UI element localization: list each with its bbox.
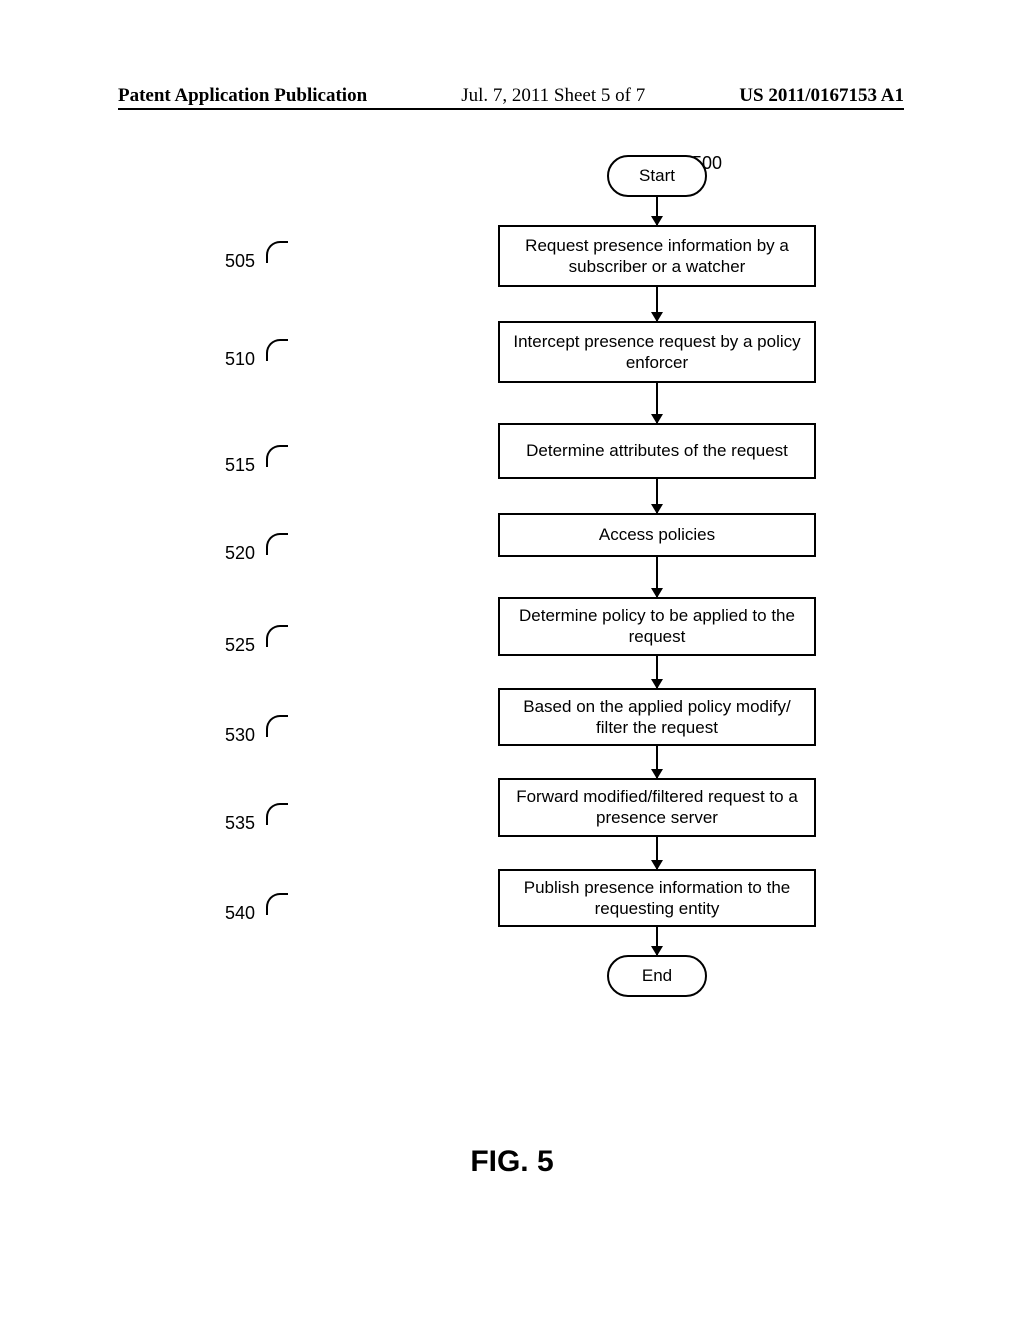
process-505-text: Request presence information by a subscr… xyxy=(510,235,804,278)
step-label-530: 530 xyxy=(225,725,255,746)
process-525: Determine policy to be applied to the re… xyxy=(498,597,816,656)
arrow-540-to-end xyxy=(656,927,658,955)
header-right: US 2011/0167153 A1 xyxy=(739,85,904,107)
step-label-505: 505 xyxy=(225,251,255,272)
step-label-535: 535 xyxy=(225,813,255,834)
process-505: Request presence information by a subscr… xyxy=(498,225,816,287)
process-535: Forward modified/filtered request to a p… xyxy=(498,778,816,837)
process-515: Determine attributes of the request xyxy=(498,423,816,479)
page-header: Patent Application Publication Jul. 7, 2… xyxy=(0,85,1024,107)
arrow-510-to-515 xyxy=(656,383,658,423)
lead-curve-520 xyxy=(266,533,288,555)
process-530: Based on the applied policy modify/ filt… xyxy=(498,688,816,747)
lead-curve-505 xyxy=(266,241,288,263)
terminal-start: Start xyxy=(607,155,707,197)
arrow-520-to-525 xyxy=(656,557,658,597)
lead-curve-525 xyxy=(266,625,288,647)
step-label-525: 525 xyxy=(225,635,255,656)
arrow-535-to-540 xyxy=(656,837,658,869)
process-520-text: Access policies xyxy=(599,524,715,545)
process-525-text: Determine policy to be applied to the re… xyxy=(510,605,804,648)
arrow-525-to-530 xyxy=(656,656,658,688)
terminal-end-label: End xyxy=(642,966,672,986)
header-rule xyxy=(118,108,904,110)
terminal-end: End xyxy=(607,955,707,997)
lead-curve-515 xyxy=(266,445,288,467)
flow-column: Start Request presence information by a … xyxy=(0,155,1024,997)
lead-curve-530 xyxy=(266,715,288,737)
arrow-start-to-505 xyxy=(656,197,658,225)
step-label-520: 520 xyxy=(225,543,255,564)
process-510-text: Intercept presence request by a policy e… xyxy=(510,331,804,374)
step-label-510: 510 xyxy=(225,349,255,370)
header-left: Patent Application Publication xyxy=(118,85,367,107)
process-530-text: Based on the applied policy modify/ filt… xyxy=(510,696,804,739)
lead-curve-540 xyxy=(266,893,288,915)
header-center: Jul. 7, 2011 Sheet 5 of 7 xyxy=(461,85,645,107)
arrow-515-to-520 xyxy=(656,479,658,513)
process-535-text: Forward modified/filtered request to a p… xyxy=(510,786,804,829)
process-515-text: Determine attributes of the request xyxy=(526,440,788,461)
step-label-540: 540 xyxy=(225,903,255,924)
arrow-505-to-510 xyxy=(656,287,658,321)
step-label-515: 515 xyxy=(225,455,255,476)
figure-label: FIG. 5 xyxy=(0,1145,1024,1179)
lead-curve-535 xyxy=(266,803,288,825)
terminal-start-label: Start xyxy=(639,166,675,186)
process-520: Access policies xyxy=(498,513,816,557)
arrow-530-to-535 xyxy=(656,746,658,778)
process-510: Intercept presence request by a policy e… xyxy=(498,321,816,383)
lead-curve-510 xyxy=(266,339,288,361)
flowchart-diagram: 500 Start Request presence information b… xyxy=(0,155,1024,997)
process-540: Publish presence information to the requ… xyxy=(498,869,816,928)
process-540-text: Publish presence information to the requ… xyxy=(510,877,804,920)
